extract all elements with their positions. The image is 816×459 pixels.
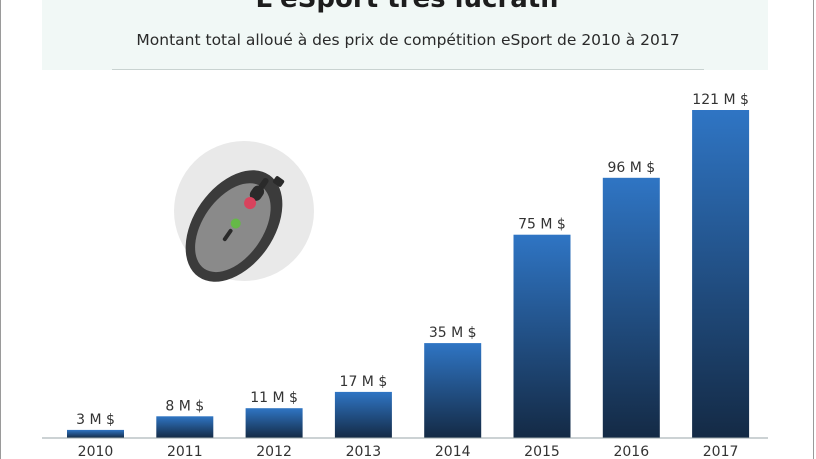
data-label-2014: 35 M $	[429, 325, 477, 341]
data-label-2012: 11 M $	[250, 390, 298, 406]
bar-2016	[602, 177, 660, 439]
chart-title: L'eSport très lucratif	[0, 0, 816, 14]
data-label-2016: 96 M $	[607, 160, 655, 176]
x-tick-label-2013: 2013	[346, 444, 382, 459]
chart-subtitle: Montant total alloué à des prix de compé…	[136, 31, 680, 49]
x-tick-label-2012: 2012	[256, 444, 292, 459]
header-divider	[112, 69, 704, 70]
bars-group: 3 M $ 8 M $ 11 M $ 17 M $ 35 M $ 75 M $ 96 M $…	[67, 92, 750, 439]
data-label-2010: 3 M $	[76, 412, 115, 428]
x-tick-label-2016: 2016	[613, 444, 649, 459]
x-tick-labels: 2010 2011 2012 2013 2014 2015 2016 2017	[78, 444, 739, 459]
gaming-mouse-icon	[174, 141, 314, 282]
x-tick-label-2010: 2010	[78, 444, 114, 459]
header-panel	[42, 0, 768, 70]
data-label-2013: 17 M $	[340, 374, 388, 390]
x-tick-label-2017: 2017	[703, 444, 739, 459]
data-label-2017: 121 M $	[692, 92, 749, 108]
bar-2015	[513, 234, 571, 438]
bar-2012	[245, 408, 303, 438]
bar-2014	[424, 343, 482, 438]
data-label-2011: 8 M $	[165, 398, 204, 414]
x-tick-label-2014: 2014	[435, 444, 471, 459]
bar-2011	[156, 416, 214, 438]
bar-2017	[692, 110, 750, 438]
bar-2010	[67, 429, 124, 438]
data-label-2015: 75 M $	[518, 217, 566, 233]
bar-2013	[334, 391, 392, 438]
x-tick-label-2011: 2011	[167, 444, 203, 459]
x-tick-label-2015: 2015	[524, 444, 560, 459]
